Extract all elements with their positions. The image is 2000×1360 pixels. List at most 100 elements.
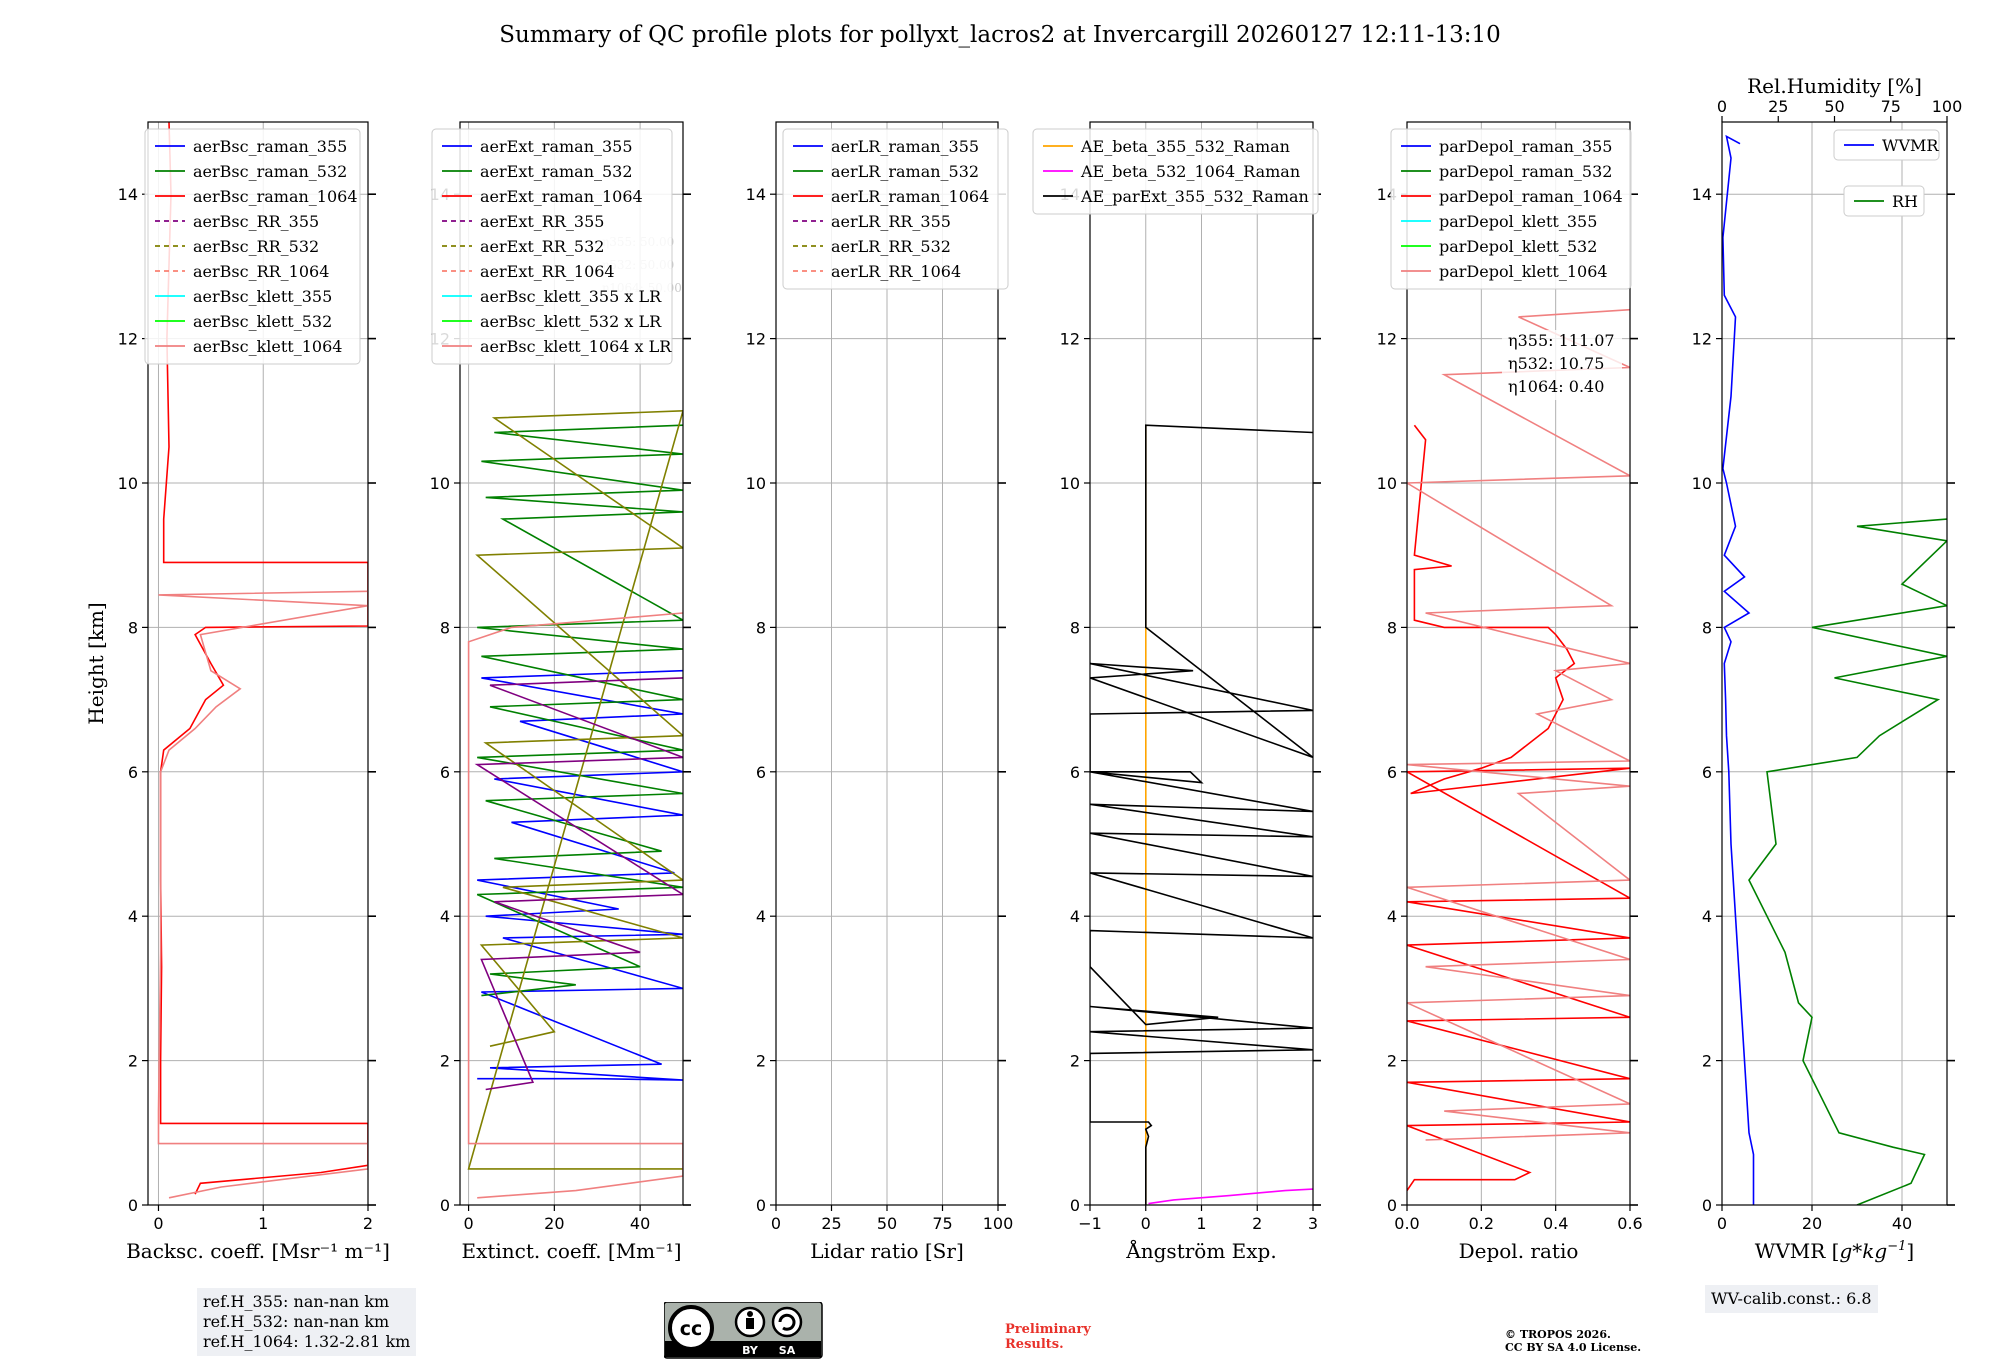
preliminary-line-2: Results. [1005,1337,1064,1352]
x-axis-label: WVMR [g*kg−1] [1755,1239,1914,1263]
y-tick-label: 4 [128,907,138,926]
y-tick-label: 8 [1702,618,1712,637]
x-tick-label: 100 [983,1214,1014,1233]
legend-label: parDepol_raman_1064 [1439,187,1623,206]
y-tick-label: 2 [1387,1052,1397,1071]
copyright-line-1: © TROPOS 2026. [1505,1328,1611,1341]
x-axis-label-close: ] [1906,1239,1914,1263]
y-tick-label: 14 [118,185,138,204]
x-axis-label-exponent: −1 [1887,1239,1906,1254]
x-tick-label: 1 [258,1214,268,1233]
x-tick-label: 40 [630,1214,650,1233]
legend-label: aerBsc_RR_355 [193,212,319,231]
y-tick-label: 0 [756,1196,766,1215]
series-aerExt_RR_532 [467,409,683,1170]
x-tick-label: 0.2 [1469,1214,1494,1233]
x-axis-label: Lidar ratio [Sr] [810,1239,964,1263]
legend-label: aerBsc_raman_532 [193,162,347,181]
series-aerExt_raman_355 [477,669,683,1081]
x-tick-label: 0 [771,1214,781,1233]
x-axis-label-part: WVMR [ [1755,1239,1840,1263]
y-tick-label: 10 [746,474,766,493]
axes-frame [459,121,684,1206]
y-tick-label: 10 [1692,474,1712,493]
y-tick-label: 2 [128,1052,138,1071]
x-tick-label: −1 [1078,1214,1102,1233]
x-tick-label: 2 [363,1214,373,1233]
legend-box [1032,128,1319,215]
top-tick-label: 25 [1768,97,1788,116]
eta-annotation: η1064: 0.40 [1508,377,1604,396]
ref-height-355: ref.H_355: nan-nan km [203,1292,390,1311]
legend-label: RH [1892,192,1918,211]
eta-annotation: η355: 111.07 [1508,331,1615,350]
y-tick-label: 10 [1377,474,1397,493]
legend-box [144,128,361,365]
y-tick-label: 0 [1387,1196,1397,1215]
series-aerBsc_klett_1064 [157,590,368,1199]
legend-label: parDepol_klett_532 [1439,237,1597,256]
cc-license-badge: cc BY SA [664,1302,823,1359]
y-tick-label: 6 [756,763,766,782]
legend-label: aerBsc_klett_355 x LR [480,287,662,306]
legend-label: parDepol_klett_355 [1439,212,1597,231]
y-tick-label: 6 [128,763,138,782]
copyright-line-2: CC BY SA 4.0 License. [1505,1341,1642,1354]
legend-box [782,128,1009,290]
y-tick-label: 6 [440,763,450,782]
y-tick-label: 8 [756,618,766,637]
y-tick-label: 6 [1070,763,1080,782]
y-tick-label: 4 [1070,907,1080,926]
y-tick-label: 4 [1702,907,1712,926]
x-tick-label: 50 [877,1214,897,1233]
y-tick-label: 14 [1692,185,1712,204]
x-tick-label: 0 [1141,1214,1151,1233]
y-tick-label: 2 [756,1052,766,1071]
x-tick-label: 0.0 [1394,1214,1419,1233]
legend-label: AE_beta_532_1064_Raman [1080,162,1300,181]
series-aerBsc_klett_1064 x LR [467,612,683,1199]
y-tick-label: 10 [1060,474,1080,493]
legend-label: aerBsc_klett_355 [193,287,332,306]
y-axis-label: Height [km] [84,602,108,724]
x-tick-label: 2 [1252,1214,1262,1233]
series-group [1090,424,1313,1205]
panel-angstrom: −1012302468101214Ångström Exp.AE_beta_35… [1032,121,1321,1263]
y-tick-label: 2 [440,1052,450,1071]
legend-label: aerLR_raman_1064 [831,187,989,206]
y-tick-label: 4 [756,907,766,926]
series-parDepol_raman_1064 [1407,424,1630,1192]
series-group [1722,134,1947,1205]
x-tick-label: 0.4 [1543,1214,1568,1233]
legend-label: aerBsc_klett_532 [193,312,332,331]
top-tick-label: 100 [1932,97,1963,116]
legend-label: aerExt_RR_532 [480,237,604,256]
top-tick-label: 75 [1881,97,1901,116]
legend-label: WVMR [1882,136,1939,155]
legend-label: aerLR_raman_355 [831,137,979,156]
panel-extinction: 0204002468101214Extinct. coeff. [Mm⁻¹]ae… [430,121,691,1263]
wv-calibration-note: WV-calib.const.: 6.8 [1705,1285,1878,1313]
x-tick-label: 1 [1196,1214,1206,1233]
legend-box [431,128,673,365]
x-tick-label: 0 [463,1214,473,1233]
legend-label: aerExt_raman_532 [480,162,633,181]
x-axis-label: Ångström Exp. [1125,1238,1276,1263]
y-tick-label: 12 [1377,330,1397,349]
y-tick-label: 0 [1702,1196,1712,1215]
legend-lidar_ratio: aerLR_raman_355 aerLR_raman_532 aerLR_rama… [782,128,1009,290]
x-tick-label: 40 [1892,1214,1912,1233]
legend-wvmr: WVMR [1833,129,1940,161]
y-tick-label: 0 [1070,1196,1080,1215]
legend-label: aerExt_RR_1064 [480,262,615,281]
legend-label: aerLR_RR_532 [831,237,951,256]
series-RH [1748,518,1947,1205]
series-group [1407,308,1630,1192]
series-aerBsc_raman_1064 [159,122,368,1195]
x-axis-label: Backsc. coeff. [Msr⁻¹ m⁻¹] [126,1239,390,1263]
top-tick-label: 50 [1824,97,1844,116]
y-tick-label: 4 [1387,907,1397,926]
y-tick-label: 8 [128,618,138,637]
